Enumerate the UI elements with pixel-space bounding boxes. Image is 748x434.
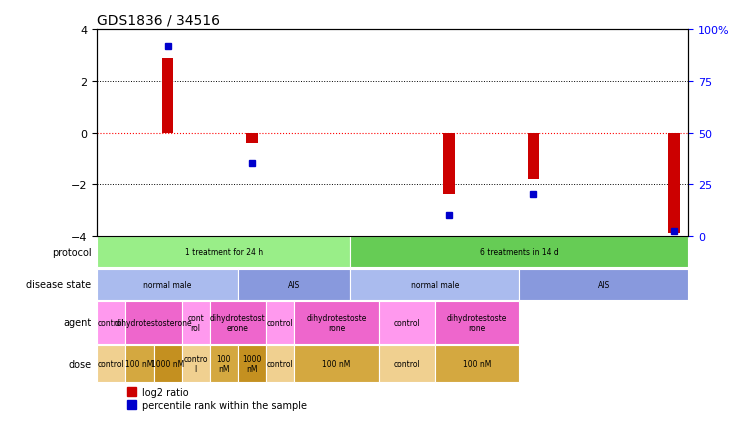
Text: 100 nM: 100 nM [322, 359, 351, 368]
FancyBboxPatch shape [351, 269, 519, 300]
FancyBboxPatch shape [97, 345, 126, 382]
Bar [528, 133, 539, 180]
Bar [127, 401, 135, 409]
FancyBboxPatch shape [378, 345, 435, 382]
FancyBboxPatch shape [266, 302, 294, 344]
FancyBboxPatch shape [238, 269, 351, 300]
Bar [246, 133, 257, 144]
Text: normal male: normal male [411, 280, 459, 289]
Text: 1000
nM: 1000 nM [242, 354, 262, 374]
Text: GDS1836 / 34516: GDS1836 / 34516 [97, 14, 220, 28]
Text: control: control [393, 318, 420, 327]
Text: dihydrotestost
erone: dihydrotestost erone [210, 313, 266, 332]
FancyBboxPatch shape [97, 269, 238, 300]
Text: 1000 nM: 1000 nM [151, 359, 184, 368]
Text: AIS: AIS [598, 280, 610, 289]
Text: agent: agent [63, 318, 91, 328]
Text: 100 nM: 100 nM [463, 359, 491, 368]
Text: control: control [267, 318, 293, 327]
FancyBboxPatch shape [97, 302, 126, 344]
Text: dihydrotestoste
rone: dihydrotestoste rone [447, 313, 507, 332]
FancyBboxPatch shape [435, 302, 519, 344]
Text: control: control [267, 359, 293, 368]
FancyBboxPatch shape [519, 269, 688, 300]
FancyBboxPatch shape [238, 345, 266, 382]
Bar [669, 133, 680, 233]
Text: 6 treatments in 14 d: 6 treatments in 14 d [480, 248, 559, 256]
Text: dihydrotestosterone: dihydrotestosterone [114, 318, 192, 327]
Text: dihydrotestoste
rone: dihydrotestoste rone [306, 313, 367, 332]
Bar [162, 59, 174, 133]
Text: dose: dose [68, 359, 91, 369]
FancyBboxPatch shape [182, 302, 209, 344]
FancyBboxPatch shape [435, 345, 519, 382]
Text: AIS: AIS [288, 280, 301, 289]
Text: control: control [98, 359, 125, 368]
FancyBboxPatch shape [351, 237, 688, 268]
FancyBboxPatch shape [294, 345, 378, 382]
FancyBboxPatch shape [97, 237, 351, 268]
Text: contro
l: contro l [183, 354, 208, 374]
Text: 100 nM: 100 nM [125, 359, 153, 368]
Bar [444, 133, 455, 195]
FancyBboxPatch shape [294, 302, 378, 344]
FancyBboxPatch shape [182, 345, 209, 382]
Text: 1 treatment for 24 h: 1 treatment for 24 h [185, 248, 263, 256]
Bar [127, 387, 135, 396]
Text: cont
rol: cont rol [187, 313, 204, 332]
FancyBboxPatch shape [126, 345, 153, 382]
FancyBboxPatch shape [209, 302, 266, 344]
FancyBboxPatch shape [266, 345, 294, 382]
Text: protocol: protocol [52, 247, 91, 257]
FancyBboxPatch shape [126, 302, 182, 344]
FancyBboxPatch shape [153, 345, 182, 382]
Text: 100
nM: 100 nM [217, 354, 231, 374]
Text: normal male: normal male [144, 280, 191, 289]
Text: control: control [393, 359, 420, 368]
Text: disease state: disease state [26, 279, 91, 289]
FancyBboxPatch shape [209, 345, 238, 382]
Text: log2 ratio: log2 ratio [141, 387, 188, 397]
FancyBboxPatch shape [378, 302, 435, 344]
Text: percentile rank within the sample: percentile rank within the sample [141, 400, 307, 410]
Text: control: control [98, 318, 125, 327]
